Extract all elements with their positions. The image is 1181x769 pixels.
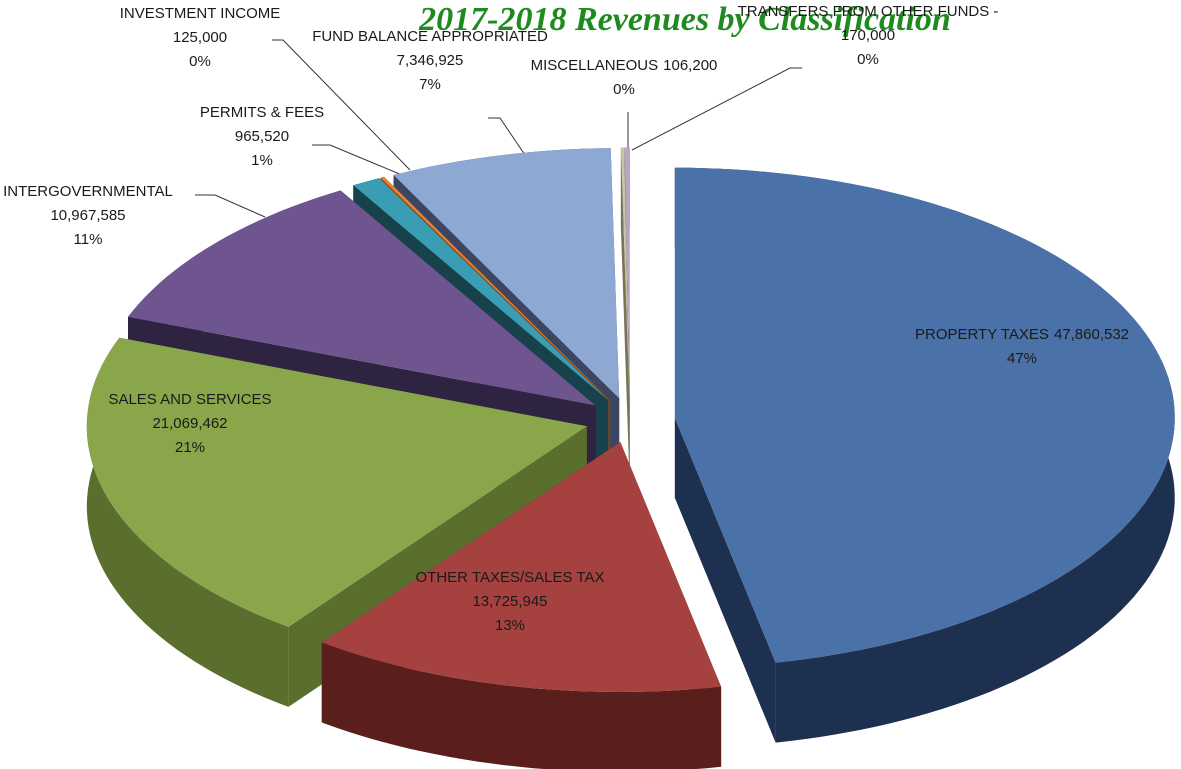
category-label: TRANSFERS FROM OTHER FUNDS - <box>738 3 999 20</box>
percent-label: 7% <box>419 76 441 93</box>
data-label: FUND BALANCE APPROPRIATED <box>312 28 548 45</box>
category-label: PERMITS & FEES <box>200 104 324 121</box>
category-label: OTHER TAXES/SALES TAX <box>416 569 605 586</box>
slice <box>128 190 596 406</box>
value-label: 106,200 <box>663 57 717 74</box>
leader-line <box>312 144 403 176</box>
data-label: OTHER TAXES/SALES TAX <box>416 569 605 586</box>
value-label: 7,346,925 <box>397 52 464 69</box>
slice <box>624 147 630 398</box>
category-label: INVESTMENT INCOME <box>120 5 281 22</box>
data-label: TRANSFERS FROM OTHER FUNDS - <box>738 3 999 20</box>
chart-title: 2017-2018 Revenues by Classification <box>418 1 951 38</box>
slice-side <box>86 337 289 707</box>
data-label: INTERGOVERNMENTAL <box>3 183 173 200</box>
leader-line <box>195 194 266 218</box>
value-label: 13,725,945 <box>472 593 547 610</box>
category-label: FUND BALANCE APPROPRIATED <box>312 28 548 45</box>
data-label: INVESTMENT INCOME <box>120 5 281 22</box>
slice <box>674 167 1175 663</box>
value-label: 965,520 <box>235 128 289 145</box>
slice <box>380 176 610 400</box>
pie <box>86 147 1175 769</box>
slice-side <box>321 642 722 769</box>
data-label: SALES AND SERVICES <box>108 391 271 408</box>
slice <box>353 178 609 401</box>
slice <box>620 147 630 398</box>
slice-side <box>620 147 630 478</box>
slice <box>86 337 587 627</box>
leader-line <box>488 117 526 156</box>
value-label: 170,000 <box>841 27 895 44</box>
category-label: INTERGOVERNMENTAL <box>3 183 173 200</box>
value-label: 125,000 <box>173 29 227 46</box>
value-label: 10,967,585 <box>50 207 125 224</box>
data-label: MISCELLANEOUS 106,200 <box>531 57 718 74</box>
percent-label: 47% <box>1007 350 1037 367</box>
category-label: MISCELLANEOUS <box>531 57 659 74</box>
category-label: SALES AND SERVICES <box>108 391 271 408</box>
category-label: PROPERTY TAXES <box>915 326 1049 343</box>
value-label: 47,860,532 <box>1054 326 1129 343</box>
data-label: PROPERTY TAXES 47,860,532 <box>915 326 1129 343</box>
value-label: 21,069,462 <box>152 415 227 432</box>
percent-label: 0% <box>613 81 635 98</box>
percent-label: 11% <box>74 231 103 248</box>
percent-label: 13% <box>495 617 525 634</box>
percent-label: 1% <box>251 152 273 169</box>
percent-label: 0% <box>857 51 879 68</box>
slice <box>393 148 620 399</box>
leader-line <box>272 39 411 171</box>
slice-side <box>674 417 776 743</box>
percent-label: 0% <box>189 53 211 70</box>
slice <box>321 442 722 692</box>
data-label: PERMITS & FEES <box>200 104 324 121</box>
percent-label: 21% <box>175 439 205 456</box>
leader-line <box>631 67 802 151</box>
